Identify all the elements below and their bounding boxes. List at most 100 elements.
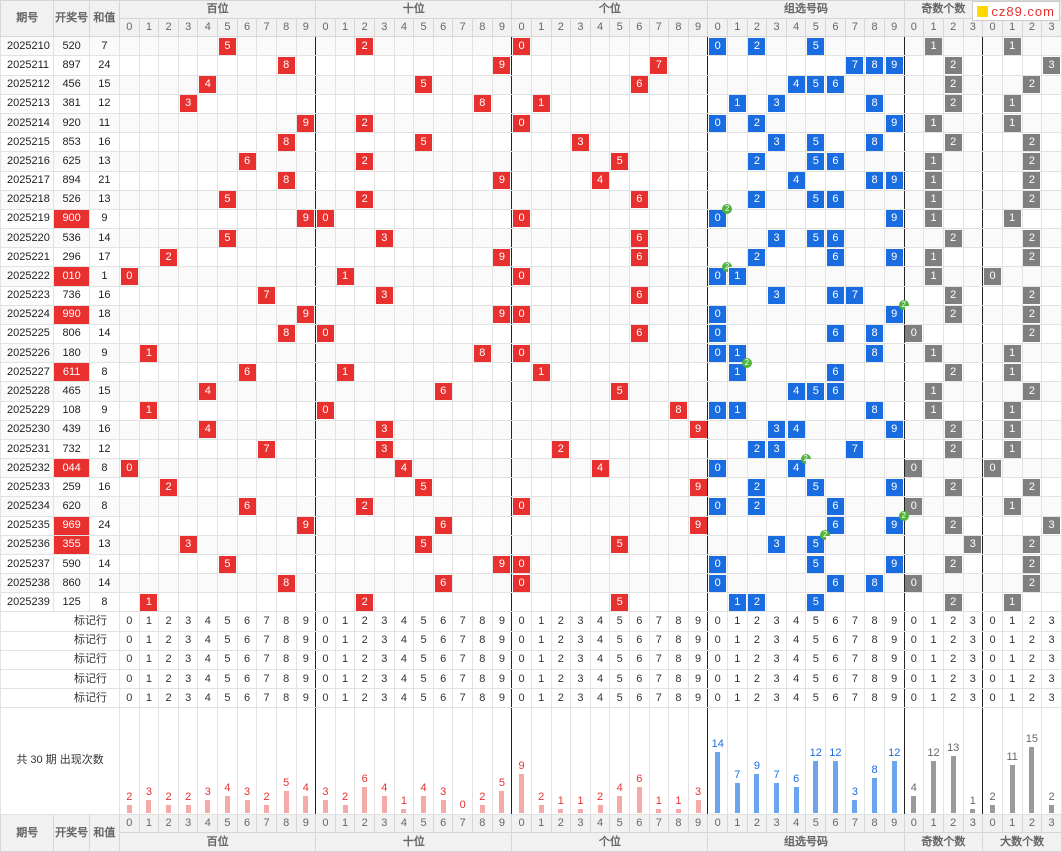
mark-cell[interactable]: 2: [1021, 668, 1043, 690]
mark-cell[interactable]: 5: [609, 630, 630, 651]
mark-cell[interactable]: 1: [334, 668, 356, 690]
mark-cell[interactable]: 2: [942, 668, 964, 690]
mark-cell[interactable]: 3: [374, 611, 395, 632]
mark-cell[interactable]: 6: [825, 668, 846, 690]
mark-cell[interactable]: 2: [550, 649, 572, 670]
mark-cell[interactable]: 6: [825, 688, 846, 709]
mark-cell[interactable]: 6: [628, 611, 650, 632]
mark-cell[interactable]: 6: [236, 668, 258, 690]
mark-cell[interactable]: 1: [334, 611, 356, 632]
mark-cell[interactable]: 8: [472, 649, 493, 670]
mark-cell[interactable]: 0: [315, 688, 336, 709]
mark-cell[interactable]: 0: [119, 630, 140, 651]
mark-cell[interactable]: 7: [648, 688, 670, 709]
mark-cell[interactable]: 0: [511, 649, 532, 670]
draw-row[interactable]: 2025230 439 16 4 3 9 3 4 9 2 1: [0, 419, 1062, 440]
mark-cell[interactable]: 4: [197, 630, 219, 651]
mark-cell[interactable]: 2: [942, 630, 964, 651]
mark-cell[interactable]: 6: [628, 668, 650, 690]
mark-cell[interactable]: 3: [177, 668, 199, 690]
mark-cell[interactable]: 9: [491, 688, 513, 709]
mark-cell[interactable]: 6: [628, 649, 650, 670]
mark-row[interactable]: 标记行 0 1 2 3 4 5 6 7 8 9 0 1 2 3 4 5 6 7 8 9 0 1 2 3 4 5 6 7 8 9 0 1 2 3 4 5 6…: [0, 630, 1062, 651]
mark-cell[interactable]: 4: [589, 611, 611, 632]
mark-cell[interactable]: 9: [295, 611, 317, 632]
mark-cell[interactable]: 0: [119, 649, 140, 670]
mark-cell[interactable]: 3: [374, 630, 395, 651]
mark-cell[interactable]: 5: [805, 611, 827, 632]
mark-cell[interactable]: 5: [413, 668, 434, 690]
mark-cell[interactable]: 7: [844, 688, 866, 709]
mark-cell[interactable]: 3: [766, 611, 787, 632]
site-logo[interactable]: cz89.com: [972, 1, 1060, 21]
mark-cell[interactable]: 9: [491, 649, 513, 670]
mark-cell[interactable]: 2: [354, 649, 375, 670]
mark-cell[interactable]: 1: [138, 668, 160, 690]
mark-cell[interactable]: 9: [883, 668, 905, 690]
mark-cell[interactable]: 7: [648, 649, 670, 670]
mark-cell[interactable]: 2: [942, 688, 964, 709]
mark-cell[interactable]: 0: [707, 688, 729, 709]
mark-cell[interactable]: 2: [746, 668, 768, 690]
mark-cell[interactable]: 1: [530, 630, 552, 651]
mark-cell[interactable]: 9: [883, 688, 905, 709]
draw-row[interactable]: 20252363551335535232: [0, 530, 1062, 555]
mark-cell[interactable]: 9: [295, 649, 317, 670]
mark-cell[interactable]: 1: [138, 611, 160, 632]
mark-cell[interactable]: 1: [334, 630, 356, 651]
mark-cell[interactable]: 1: [923, 668, 944, 690]
mark-cell[interactable]: 3: [1041, 649, 1062, 670]
mark-cell[interactable]: 2: [354, 611, 375, 632]
mark-cell[interactable]: 9: [295, 630, 317, 651]
mark-cell[interactable]: 0: [982, 649, 1003, 670]
mark-cell[interactable]: 1: [334, 649, 356, 670]
mark-cell[interactable]: 2: [158, 668, 179, 690]
mark-cell[interactable]: 4: [785, 611, 807, 632]
mark-cell[interactable]: 0: [903, 649, 925, 670]
mark-cell[interactable]: 1: [334, 688, 356, 709]
mark-cell[interactable]: 3: [962, 668, 984, 690]
mark-cell[interactable]: 5: [805, 688, 827, 709]
mark-cell[interactable]: 9: [491, 630, 513, 651]
draw-row[interactable]: 2025228 465 15 4 6 5 4 5 6 1 2: [0, 381, 1062, 402]
mark-cell[interactable]: 8: [668, 649, 689, 670]
mark-cell[interactable]: 8: [668, 611, 689, 632]
mark-cell[interactable]: 2: [158, 630, 179, 651]
mark-cell[interactable]: 6: [432, 649, 454, 670]
mark-cell[interactable]: 4: [197, 649, 219, 670]
mark-cell[interactable]: 4: [785, 688, 807, 709]
mark-cell[interactable]: 0: [119, 611, 140, 632]
mark-cell[interactable]: 8: [864, 630, 885, 651]
mark-cell[interactable]: 8: [275, 688, 297, 709]
mark-cell[interactable]: 7: [452, 688, 474, 709]
mark-cell[interactable]: 1: [727, 649, 748, 670]
mark-cell[interactable]: 1: [530, 688, 552, 709]
mark-cell[interactable]: 8: [472, 688, 493, 709]
mark-cell[interactable]: 0: [315, 668, 336, 690]
draw-row[interactable]: 2025210 520 7 5 2 0 0 2 5 1 1: [0, 36, 1062, 57]
draw-row[interactable]: 2025211 897 24 8 9 7 7 8 9 2 3: [0, 55, 1062, 76]
mark-cell[interactable]: 4: [785, 630, 807, 651]
mark-cell[interactable]: 2: [1021, 688, 1043, 709]
mark-cell[interactable]: 3: [570, 649, 591, 670]
mark-cell[interactable]: 1: [530, 649, 552, 670]
mark-cell[interactable]: 7: [256, 668, 277, 690]
draw-row[interactable]: 2025215 853 16 8 5 3 3 5 8 2 2: [0, 132, 1062, 153]
mark-row[interactable]: 标记行 0 1 2 3 4 5 6 7 8 9 0 1 2 3 4 5 6 7 8 9 0 1 2 3 4 5 6 7 8 9 0 1 2 3 4 5 6…: [0, 611, 1062, 632]
mark-cell[interactable]: 0: [511, 611, 532, 632]
mark-cell[interactable]: 2: [746, 611, 768, 632]
mark-cell[interactable]: 0: [903, 688, 925, 709]
mark-cell[interactable]: 7: [452, 630, 474, 651]
mark-cell[interactable]: 5: [413, 688, 434, 709]
mark-cell[interactable]: 1: [138, 649, 160, 670]
mark-cell[interactable]: 2: [1021, 611, 1043, 632]
mark-cell[interactable]: 7: [256, 630, 277, 651]
draw-row[interactable]: 2025226 180 9 1 8 0 0 1 8 1 1: [0, 343, 1062, 364]
mark-cell[interactable]: 5: [217, 649, 238, 670]
mark-cell[interactable]: 0: [315, 630, 336, 651]
mark-cell[interactable]: 4: [197, 668, 219, 690]
mark-cell[interactable]: 3: [570, 688, 591, 709]
mark-cell[interactable]: 8: [275, 630, 297, 651]
mark-cell[interactable]: 3: [766, 688, 787, 709]
mark-cell[interactable]: 0: [707, 630, 729, 651]
